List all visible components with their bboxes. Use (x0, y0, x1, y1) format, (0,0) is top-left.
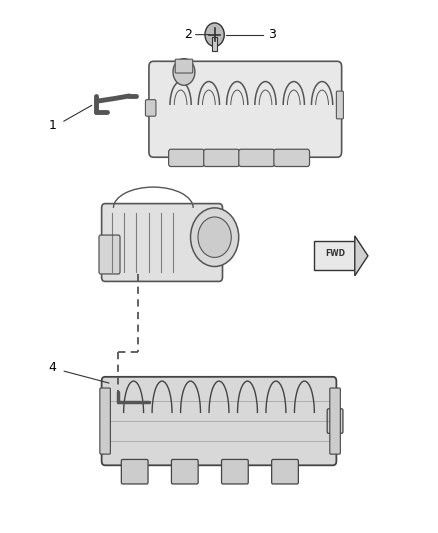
Circle shape (205, 23, 224, 46)
FancyBboxPatch shape (330, 388, 340, 454)
FancyBboxPatch shape (169, 149, 204, 166)
FancyBboxPatch shape (239, 149, 275, 166)
FancyBboxPatch shape (102, 204, 223, 281)
FancyBboxPatch shape (100, 388, 110, 454)
Text: 1: 1 (49, 119, 57, 132)
FancyBboxPatch shape (336, 91, 343, 119)
FancyBboxPatch shape (121, 459, 148, 484)
FancyBboxPatch shape (99, 235, 120, 274)
Circle shape (191, 208, 239, 266)
Circle shape (198, 217, 231, 257)
Text: 2: 2 (184, 28, 192, 41)
FancyBboxPatch shape (327, 409, 343, 433)
Text: 3: 3 (268, 28, 276, 41)
FancyBboxPatch shape (314, 241, 356, 270)
Bar (212, 37, 217, 51)
FancyBboxPatch shape (102, 377, 336, 465)
Text: 4: 4 (49, 361, 57, 374)
FancyBboxPatch shape (204, 149, 240, 166)
FancyBboxPatch shape (171, 459, 198, 484)
FancyBboxPatch shape (272, 459, 298, 484)
Text: FWD: FWD (325, 249, 345, 257)
FancyBboxPatch shape (145, 100, 156, 116)
FancyBboxPatch shape (222, 459, 248, 484)
FancyBboxPatch shape (149, 61, 342, 157)
Circle shape (173, 59, 195, 85)
Polygon shape (355, 236, 368, 276)
FancyBboxPatch shape (175, 59, 193, 73)
FancyBboxPatch shape (274, 149, 310, 166)
